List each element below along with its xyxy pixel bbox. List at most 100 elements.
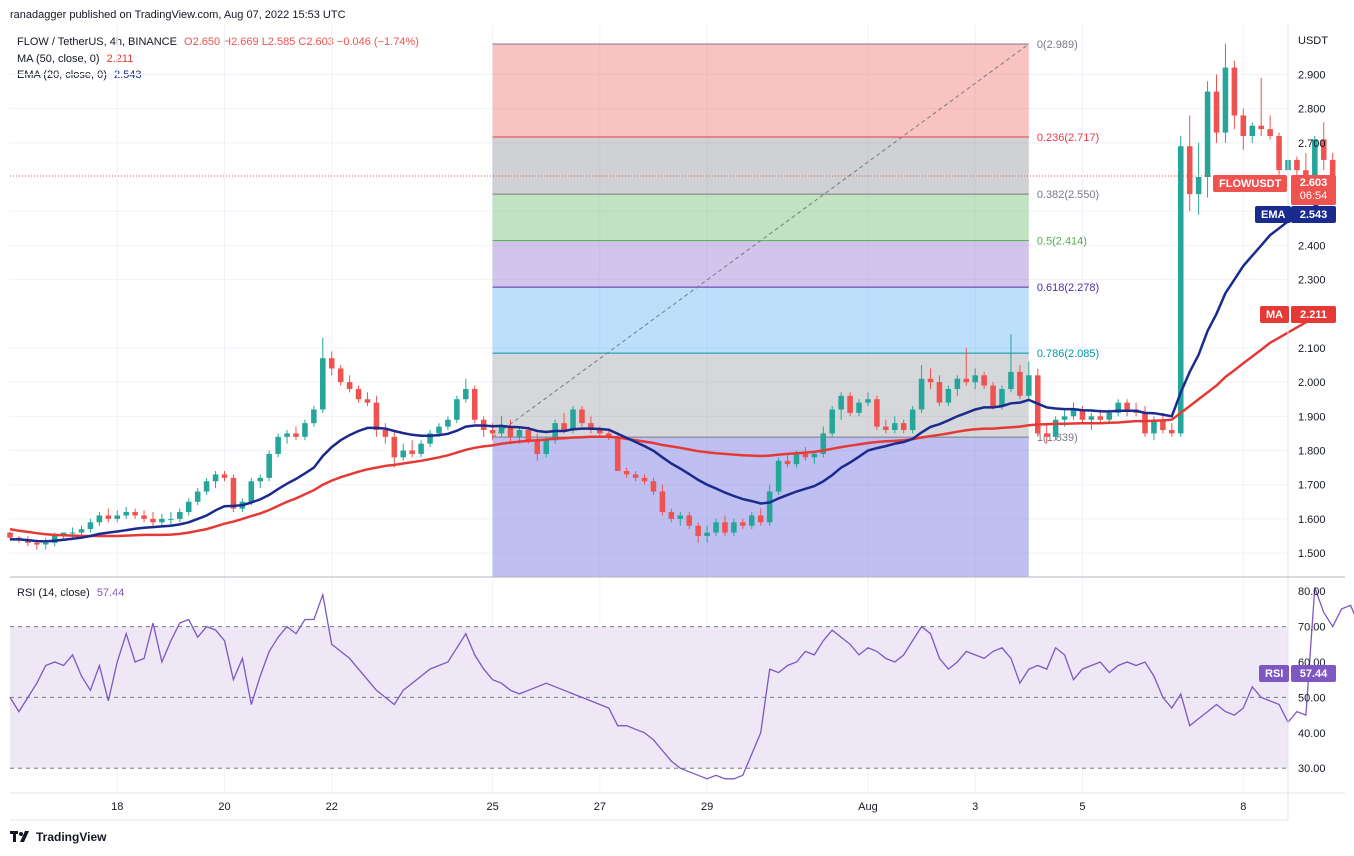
candle-body [302,423,308,437]
candle-body [534,440,541,454]
candle-body [757,515,764,523]
rsi-tick-label: 70.00 [1298,622,1326,634]
candle-body [1249,125,1256,136]
candle-body [677,515,684,519]
candle-body [373,402,380,430]
candle-body [1079,409,1086,420]
price-tick-label: 2.300 [1298,275,1326,287]
candle-body [320,358,326,410]
candle-body [141,515,147,519]
candle-body [159,518,165,523]
candle-body [704,532,710,536]
time-tick-label: 8 [1240,801,1246,813]
candle-body [874,399,880,427]
fib-trend-line [492,43,1030,438]
candle-body [185,501,192,513]
candle-body [963,378,970,383]
candle-body [1204,91,1211,178]
fib-zone [492,194,1029,241]
candle-body [945,388,952,403]
fib-zone [492,44,1029,138]
tradingview-logo-icon [10,831,29,842]
ma-legend[interactable]: MA (50, close, 0) 2.211 [17,53,133,65]
publisher-line: ranadagger published on TradingView.com,… [10,9,346,21]
candle-body [194,491,201,502]
candle-body [1124,402,1130,410]
candle-body [909,409,916,430]
candle-body [1267,129,1273,136]
candle-body [1195,177,1202,195]
candle-body [1061,416,1068,420]
candle-body [713,522,719,533]
fibonacci-retracement: 0(2.989) 0.236(2.717) 0.382(2.550) 0.5(2.41… [492,39,1099,577]
candle-body [847,395,853,413]
rsi-band-fill [10,626,1288,769]
candle-body [588,423,594,430]
tradingview-logo[interactable]: TradingView [10,830,106,844]
candle-body [740,522,746,526]
candle-body [516,429,523,437]
price-badge: 2.603 06:54 [1291,175,1336,205]
ema20-line [10,195,1334,543]
candle-body [445,419,451,427]
fib-level-label: 0(2.989) [1037,39,1078,51]
candle-body [1169,429,1175,434]
candle-body [346,382,353,389]
candle-body [686,515,692,526]
symbol-badge: FLOWUSDT [1213,175,1288,192]
candle-body [570,409,576,430]
candle-body [1160,419,1166,430]
candle-body [105,515,112,519]
candle-body [1026,375,1032,396]
candle-body [1213,91,1220,133]
candle-body [1258,125,1264,130]
candle-body [749,515,755,526]
rsi-legend-label: RSI (14, close) [17,587,90,599]
price-tick-label: 2.700 [1298,138,1326,150]
symbol-title: FLOW / TetherUS, 4h, BINANCE [17,36,177,48]
candle-body [650,481,657,492]
candle-body [42,542,49,545]
candle-body [1052,419,1059,437]
candle-body [838,395,844,410]
time-tick-label: 27 [594,801,606,813]
time-tick-label: 22 [326,801,338,813]
candle-body [623,471,630,475]
ema-tag: EMA [1255,206,1292,223]
candle-body [865,399,871,403]
candle-body [248,481,255,502]
candle-body [856,402,862,413]
candle-body [1115,402,1121,413]
candle-body [355,388,362,400]
candle-body [561,423,567,430]
fib-level-label: 0.236(2.717) [1037,132,1099,144]
ema-legend[interactable]: EMA (20, close, 0) 2.543 [17,69,141,81]
candle-body [51,535,58,543]
price-tick-label: 1.800 [1298,446,1326,458]
time-tick-label: 20 [218,801,230,813]
candle-body [731,522,737,533]
symbol-legend[interactable]: FLOW / TetherUS, 4h, BINANCE O2.650 H2.6… [17,36,419,48]
candle-body [454,399,460,420]
price-badge-value: 2.603 [1299,177,1328,189]
countdown-value: 06:54 [1299,190,1328,202]
candle-body [918,378,925,410]
ema-legend-label: EMA (20, close, 0) [17,69,107,81]
ema-value-badge: 2.543 [1291,206,1336,223]
candle-body [328,358,335,369]
candle-body [1106,412,1113,420]
candle-body [266,453,272,478]
rsi-line [9,587,1354,780]
candle-body [722,522,728,533]
candle-body [123,512,129,516]
candle-body [659,491,666,513]
candle-body [1294,159,1300,171]
candle-body [132,512,138,516]
candle-body [1320,139,1327,160]
price-tick-label: 2.000 [1298,377,1326,389]
candle-body [257,477,264,482]
candle-body [1043,433,1050,437]
candle-body [972,375,978,383]
price-tick-label: 2.800 [1298,104,1326,116]
